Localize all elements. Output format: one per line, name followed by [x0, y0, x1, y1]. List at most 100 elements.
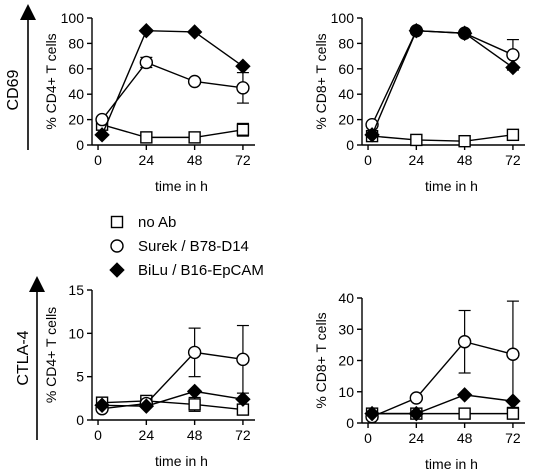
series-line	[372, 394, 514, 415]
y-tick-label: 10	[68, 325, 84, 341]
y-tick-label: 40	[68, 86, 84, 102]
y-tick-label: 80	[338, 35, 354, 51]
data-point	[94, 127, 110, 143]
y-tick-label: 20	[338, 353, 354, 369]
data-point	[410, 133, 423, 147]
series-line	[371, 29, 514, 136]
x-tick-label: 0	[94, 152, 102, 168]
legend-marker-open-circle	[110, 239, 124, 253]
x-tick-label: 24	[139, 427, 155, 443]
legend-item: BiLu / B16-EpCAM	[109, 262, 264, 279]
series-open-circle	[365, 24, 520, 132]
data-point	[140, 131, 153, 144]
x-tick-label: 48	[457, 152, 473, 168]
x-tick-label: 72	[235, 427, 251, 443]
x-tick-label: 72	[505, 430, 521, 446]
data-point	[506, 407, 520, 420]
row-label-ctla4-text: CTLA-4	[15, 330, 32, 385]
x-tick-label: 72	[505, 152, 521, 168]
legend-label: BiLu / B16-EpCAM	[138, 262, 264, 279]
y-tick-label: 5	[76, 369, 84, 385]
y-tick-label: 0	[346, 415, 354, 431]
data-point	[408, 22, 425, 39]
series-line	[101, 124, 244, 139]
data-point	[458, 134, 471, 148]
x-tick-label: 48	[187, 152, 203, 168]
series-line	[101, 61, 244, 121]
data-point	[235, 58, 251, 74]
x-tick-label: 24	[409, 152, 425, 168]
y-tick-label: 60	[68, 61, 84, 77]
y-tick-label: 60	[338, 61, 354, 77]
series-line	[101, 29, 244, 136]
series-line	[371, 29, 514, 125]
data-point	[138, 398, 155, 414]
x-tick-label: 48	[457, 430, 473, 446]
data-point	[94, 397, 110, 413]
data-point	[506, 347, 520, 361]
legend-label: Surek / B78-D14	[138, 238, 249, 255]
data-point	[187, 74, 202, 89]
data-point	[235, 391, 251, 407]
series-open-square	[95, 118, 250, 144]
y-tick-label: 80	[68, 35, 84, 51]
series-filled-diamond	[364, 22, 521, 143]
data-point	[505, 393, 521, 409]
y-tick-label: 10	[338, 384, 354, 400]
data-point	[138, 22, 155, 39]
data-point	[186, 383, 203, 400]
data-point	[236, 352, 250, 367]
x-tick-label: 0	[94, 427, 102, 443]
x-tick-label: 0	[364, 152, 372, 168]
legend-label: no Ab	[138, 214, 176, 231]
y-tick-label: 15	[68, 282, 84, 298]
y-tick-label: 20	[338, 112, 354, 128]
data-point	[506, 128, 520, 142]
data-point	[186, 24, 203, 40]
row-label-cd69: CD69	[5, 4, 36, 150]
y-axis-label: % CD4+ T cells	[43, 307, 59, 403]
data-point	[139, 55, 154, 70]
series-filled-diamond	[94, 383, 251, 414]
data-point	[364, 405, 380, 422]
x-axis-label: time in h	[155, 453, 208, 469]
x-tick-label: 24	[409, 430, 425, 446]
data-point	[505, 59, 521, 76]
x-axis-label: time in h	[425, 456, 478, 472]
y-axis-label: % CD8+ T cells	[313, 33, 329, 129]
series-open-circle	[95, 55, 250, 127]
x-tick-label: 72	[235, 152, 251, 168]
data-point	[408, 405, 425, 422]
y-tick-label: 0	[346, 137, 354, 153]
panel-2: 0 20 40 60 80 100 0 24 48 72 time in h % CD8+ T cel…	[313, 10, 525, 194]
y-tick-label: 40	[338, 290, 354, 306]
y-tick-label: 0	[76, 137, 84, 153]
series-open-circle	[365, 300, 520, 424]
series-line	[102, 390, 244, 407]
series-line	[102, 400, 244, 411]
x-tick-label: 0	[364, 430, 372, 446]
data-point	[188, 398, 201, 411]
row-label-cd69-text: CD69	[5, 69, 22, 110]
y-tick-label: 0	[76, 412, 84, 428]
data-point	[187, 345, 202, 360]
data-point	[456, 387, 473, 403]
panel-3: 0 5 10 15 0 24 48 72 time in h % CD4+ T cells	[43, 282, 255, 469]
y-tick-label: 40	[338, 86, 354, 102]
data-point	[506, 48, 520, 62]
data-point	[236, 81, 250, 95]
x-tick-label: 24	[139, 152, 155, 168]
series-open-square	[365, 128, 520, 148]
y-axis-label: % CD4+ T cells	[43, 33, 59, 129]
y-tick-label: 100	[331, 10, 355, 26]
data-point	[409, 391, 424, 405]
y-tick-label: 100	[61, 10, 85, 26]
x-tick-label: 48	[187, 427, 203, 443]
data-point	[456, 25, 473, 41]
y-tick-label: 20	[68, 112, 84, 128]
data-point	[236, 123, 250, 136]
series-line	[101, 351, 244, 410]
panel-4: 0 10 20 30 40 0 24 48 72 time in h % CD8+ T cells	[313, 290, 525, 472]
